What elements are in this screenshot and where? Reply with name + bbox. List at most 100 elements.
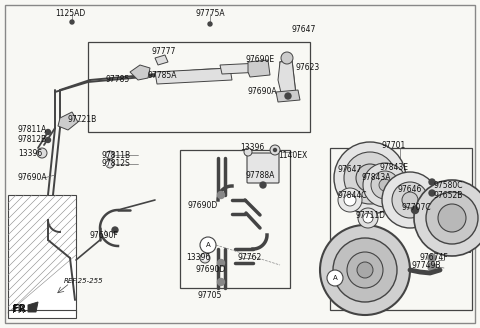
Circle shape <box>358 208 378 228</box>
Circle shape <box>200 253 210 263</box>
Bar <box>350 248 390 264</box>
Circle shape <box>364 172 376 184</box>
Text: 97707C: 97707C <box>402 203 432 213</box>
Polygon shape <box>130 65 150 80</box>
Circle shape <box>379 179 391 191</box>
Text: 97647: 97647 <box>337 166 361 174</box>
Circle shape <box>428 254 436 262</box>
Circle shape <box>281 52 293 64</box>
Circle shape <box>46 130 50 134</box>
Text: 13396: 13396 <box>240 144 264 153</box>
Text: 97690D: 97690D <box>196 265 226 275</box>
Circle shape <box>438 204 466 232</box>
Text: 97580C: 97580C <box>434 180 464 190</box>
Text: 97812S: 97812S <box>102 159 131 169</box>
Polygon shape <box>248 60 270 77</box>
Circle shape <box>106 160 114 168</box>
Bar <box>180 150 290 288</box>
Polygon shape <box>58 112 78 130</box>
Text: 97690F: 97690F <box>90 231 119 239</box>
Text: 97843A: 97843A <box>362 173 392 181</box>
Circle shape <box>46 137 50 142</box>
Text: 97812B: 97812B <box>18 134 47 144</box>
Text: 97701: 97701 <box>382 140 406 150</box>
Text: 97775A: 97775A <box>195 10 225 18</box>
Circle shape <box>392 182 428 218</box>
Text: 97777: 97777 <box>152 48 176 56</box>
Bar <box>88 42 310 132</box>
Circle shape <box>320 225 410 315</box>
Text: 13396: 13396 <box>18 149 42 157</box>
Text: 97690A: 97690A <box>18 174 48 182</box>
Circle shape <box>429 190 435 196</box>
Circle shape <box>285 93 291 99</box>
Circle shape <box>357 262 373 278</box>
Circle shape <box>426 192 478 244</box>
Text: 97844C: 97844C <box>338 191 368 199</box>
Text: 97788A: 97788A <box>245 171 275 179</box>
Circle shape <box>356 164 384 192</box>
Circle shape <box>414 180 480 256</box>
Circle shape <box>347 252 383 288</box>
Text: FR: FR <box>12 305 24 315</box>
Polygon shape <box>155 68 232 84</box>
Text: 97705: 97705 <box>197 291 221 299</box>
Text: A: A <box>205 242 210 248</box>
Circle shape <box>217 278 225 285</box>
Text: 97690D: 97690D <box>188 200 218 210</box>
Circle shape <box>107 154 109 156</box>
Text: FR: FR <box>12 304 26 314</box>
Circle shape <box>200 237 216 253</box>
Circle shape <box>37 148 47 158</box>
Text: 13396: 13396 <box>186 254 210 262</box>
Text: 97843E: 97843E <box>380 163 409 173</box>
Circle shape <box>217 259 225 266</box>
Circle shape <box>428 263 436 271</box>
Text: A: A <box>333 275 337 281</box>
Text: REF.25-255: REF.25-255 <box>64 278 104 284</box>
Bar <box>330 148 472 310</box>
Circle shape <box>208 22 212 26</box>
Polygon shape <box>276 90 300 102</box>
Circle shape <box>270 145 280 155</box>
FancyBboxPatch shape <box>247 153 279 183</box>
Circle shape <box>402 192 418 208</box>
Circle shape <box>107 162 109 166</box>
Polygon shape <box>28 302 38 312</box>
Circle shape <box>274 149 276 152</box>
Text: 97785A: 97785A <box>148 71 178 79</box>
Text: 97762: 97762 <box>238 254 262 262</box>
Text: 97711D: 97711D <box>355 211 385 219</box>
Polygon shape <box>155 55 168 65</box>
Bar <box>434 230 470 252</box>
Circle shape <box>112 227 118 233</box>
Circle shape <box>344 152 396 204</box>
Circle shape <box>382 172 438 228</box>
Circle shape <box>334 142 406 214</box>
Text: 1140EX: 1140EX <box>278 151 307 159</box>
Text: 97646: 97646 <box>398 186 422 195</box>
Circle shape <box>344 194 356 206</box>
Circle shape <box>203 256 207 260</box>
Circle shape <box>363 163 407 207</box>
Circle shape <box>217 192 225 198</box>
Text: 97623: 97623 <box>296 64 320 72</box>
Polygon shape <box>278 60 296 97</box>
Text: 1125AD: 1125AD <box>55 10 85 18</box>
Circle shape <box>429 179 435 185</box>
Text: 97785: 97785 <box>105 75 129 85</box>
Circle shape <box>106 151 114 159</box>
Text: 97647: 97647 <box>292 26 316 34</box>
Circle shape <box>70 20 74 24</box>
Text: 97652B: 97652B <box>434 191 463 199</box>
Circle shape <box>244 148 252 156</box>
Text: 97690A: 97690A <box>248 88 277 96</box>
Bar <box>8 195 76 313</box>
Text: 97674F: 97674F <box>420 254 449 262</box>
Circle shape <box>363 213 373 223</box>
Text: 97811B: 97811B <box>102 151 131 159</box>
Circle shape <box>371 171 399 199</box>
Text: 97721B: 97721B <box>68 115 97 125</box>
Circle shape <box>411 207 419 214</box>
Circle shape <box>260 182 266 188</box>
